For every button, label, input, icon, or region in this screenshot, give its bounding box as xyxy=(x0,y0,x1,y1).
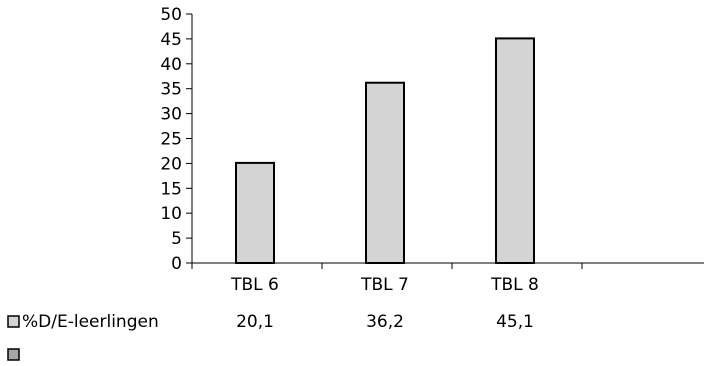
bar-tbl-7 xyxy=(365,81,405,264)
y-tick-label: 0 xyxy=(171,254,182,274)
category-labels: TBL 6 TBL 7 TBL 8 xyxy=(230,275,539,295)
y-tick-label: 20 xyxy=(160,154,182,174)
legend-key-series-1 xyxy=(7,315,20,328)
data-table-value: 36,2 xyxy=(366,312,404,332)
category-label: TBL 7 xyxy=(360,275,409,295)
y-tick-label: 5 xyxy=(171,229,182,249)
y-tick-label: 25 xyxy=(160,130,182,150)
y-tick-label: 40 xyxy=(160,55,182,75)
category-label: TBL 8 xyxy=(490,275,539,295)
data-table: %D/E-leerlingen 20,1 36,2 45,1 xyxy=(7,312,534,361)
y-tick-label: 45 xyxy=(160,30,182,50)
bar-tbl-6 xyxy=(235,161,275,264)
bar-tbl-8 xyxy=(495,37,535,265)
data-table-value: 45,1 xyxy=(496,312,534,332)
category-label: TBL 6 xyxy=(230,275,279,295)
y-axis: 0 5 10 15 20 25 30 35 40 45 50 xyxy=(160,5,193,274)
y-tick-label: 30 xyxy=(160,105,182,125)
legend-key-series-2 xyxy=(7,348,20,361)
y-tick-label: 35 xyxy=(160,80,182,100)
data-table-value: 20,1 xyxy=(236,312,274,332)
y-tick-label: 15 xyxy=(160,179,182,199)
y-tick-label: 10 xyxy=(160,204,182,224)
bars xyxy=(235,37,535,265)
x-axis xyxy=(191,262,704,269)
y-tick-label: 50 xyxy=(160,5,182,25)
legend-label-series-1: %D/E-leerlingen xyxy=(22,312,159,332)
